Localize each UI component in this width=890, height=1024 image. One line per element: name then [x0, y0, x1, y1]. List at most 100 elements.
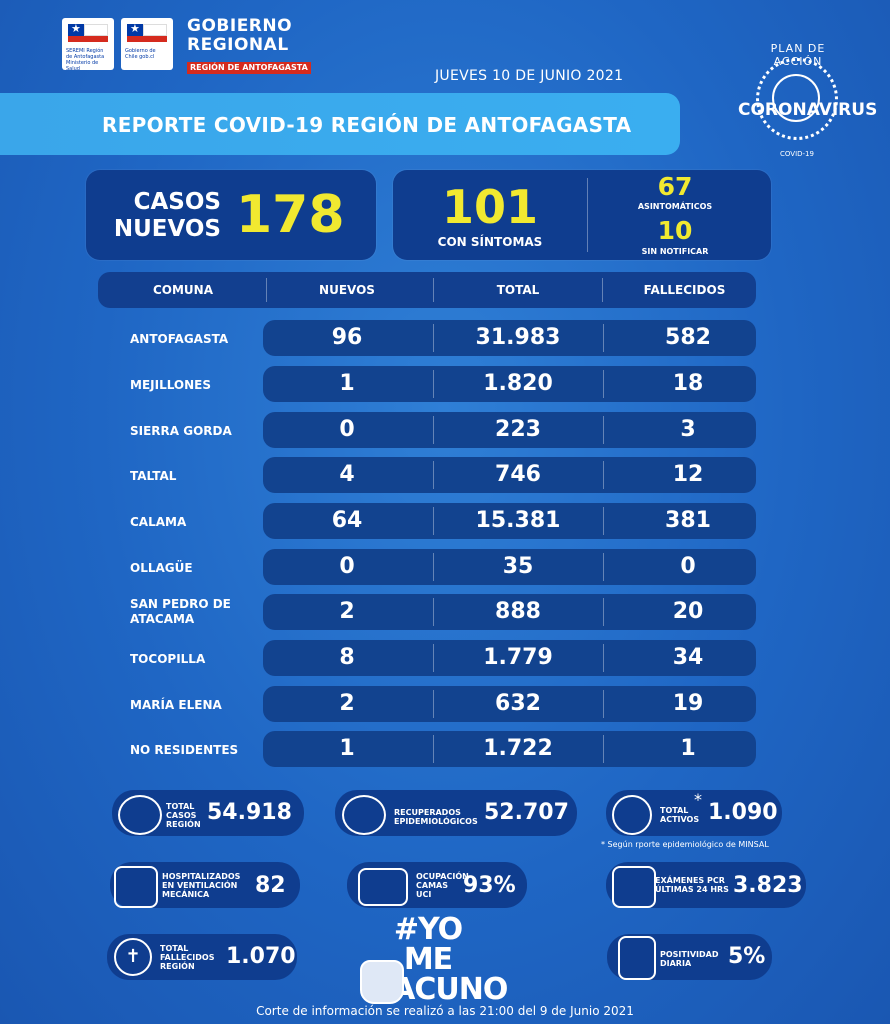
fallecidos-value: 19: [672, 691, 704, 716]
total-value: 746: [495, 462, 541, 487]
seremi-logo: ★ SEREMI Región de Antofagasta Ministeri…: [62, 18, 114, 72]
gobierno-regional-logo: GOBIERNO REGIONAL REGIÓN DE ANTOFAGASTA: [187, 17, 311, 74]
row-background: [263, 503, 756, 539]
test-tubes-icon: [612, 866, 656, 908]
hospitalizados-pill: [110, 862, 300, 908]
fallecidos-value: 20: [672, 599, 704, 624]
gob-line2: REGIONAL: [187, 35, 289, 55]
fallecidos-value: 18: [672, 371, 704, 396]
total-casos-value: 54.918: [207, 800, 292, 825]
icu-monitor-icon: [358, 868, 408, 906]
cross-icon: ✝: [114, 938, 152, 976]
table-row: NO RESIDENTES 1 1.722 1: [98, 731, 756, 767]
gob-line3: REGIÓN DE ANTOFAGASTA: [187, 62, 311, 74]
comuna-name: ANTOFAGASTA: [130, 332, 229, 346]
report-date: JUEVES 10 DE JUNIO 2021: [435, 68, 624, 84]
total-value: 15.381: [475, 508, 561, 533]
total-casos-label: TOTAL CASOS REGIÓN: [166, 802, 201, 829]
recuperados-value: 52.707: [484, 800, 569, 825]
seal-corona-text: CORONAVIRUS: [738, 100, 878, 120]
total-value: 35: [502, 554, 534, 579]
positividad-label: POSITIVIDAD DIARIA: [660, 950, 719, 968]
coronavirus-plan-seal: PLAN DE ACCIÓN CORONAVIRUS COVID-19: [738, 38, 878, 168]
row-background: [263, 640, 756, 676]
sin-notificar-label: SIN NOTIFICAR: [641, 247, 709, 256]
asintomaticos-label: ASINTOMÁTICOS: [637, 202, 713, 211]
fallecidos-value: 0: [680, 554, 696, 579]
row-background: [263, 320, 756, 356]
total-value: 1.722: [483, 736, 553, 761]
sin-notificar-value: 10: [657, 216, 693, 245]
con-sintomas-value: 101: [441, 180, 539, 234]
header-comuna: COMUNA: [152, 283, 214, 297]
comuna-name: TALTAL: [130, 469, 177, 483]
casos-nuevos-label: CASOS NUEVOS: [113, 189, 221, 242]
uci-value: 93%: [463, 873, 516, 898]
casos-nuevos-card: [86, 170, 376, 260]
comuna-name: OLLAGÜE: [130, 561, 193, 575]
row-background: [263, 366, 756, 402]
comuna-name: MEJILLONES: [130, 378, 212, 392]
activos-label: TOTAL ACTIVOS: [660, 806, 700, 824]
gob-line1: GOBIERNO: [187, 16, 293, 36]
pcr-value: 3.823: [733, 873, 803, 898]
recuperados-label: RECUPERADOS EPIDEMIOLÓGICOS: [394, 808, 478, 826]
sick-person-icon: [612, 795, 652, 835]
total-value: 1.820: [483, 371, 553, 396]
virus-icon: [772, 74, 820, 122]
asintomaticos-value: 67: [657, 172, 693, 201]
uci-label: OCUPACIÓN CAMAS UCI: [416, 872, 469, 899]
comuna-name: SIERRA GORDA: [130, 424, 232, 438]
seremi-logo-text: SEREMI Región de Antofagasta Ministerio …: [66, 48, 105, 72]
minsal-note: * Según rporte epidemiológico de MINSAL: [601, 840, 769, 849]
fallecidos-value: 12: [672, 462, 704, 487]
comuna-name: NO RESIDENTES: [130, 743, 239, 757]
nuevos-value: 64: [331, 508, 363, 533]
nuevos-value: 2: [339, 691, 355, 716]
nuevos-value: 0: [339, 554, 355, 579]
hospital-bed-icon: [114, 866, 158, 908]
table-row: SAN PEDRO DE ATACAMA 2 888 20: [98, 594, 756, 630]
table-row: OLLAGÜE 0 35 0: [98, 549, 756, 585]
footer-note: Corte de información se realizó a las 21…: [256, 1004, 634, 1018]
row-background: [263, 457, 756, 493]
positividad-value: 5%: [728, 944, 766, 969]
positividad-pill: [607, 934, 772, 980]
total-value: 31.983: [475, 325, 561, 350]
pcr-pill: [606, 862, 806, 908]
hospitalizados-value: 82: [255, 873, 286, 898]
gobierno-logo-text: Gobierno de Chile gob.cl: [125, 48, 156, 60]
nuevos-value: 4: [339, 462, 355, 487]
table-row: MARÍA ELENA 2 632 19: [98, 686, 756, 722]
page-title: REPORTE COVID-19 REGIÓN DE ANTOFAGASTA: [102, 113, 632, 137]
row-background: [263, 549, 756, 585]
row-background: [263, 686, 756, 722]
total-value: 632: [495, 691, 541, 716]
activos-value: 1.090: [708, 800, 778, 825]
fallecidos-value: 1: [680, 736, 696, 761]
nuevos-value: 1: [339, 371, 355, 396]
gobierno-de-chile-logo: ★ Gobierno de Chile gob.cl: [121, 18, 173, 70]
title-banner: REPORTE COVID-19 REGIÓN DE ANTOFAGASTA: [0, 93, 680, 155]
fallecidos-value: 381: [665, 508, 711, 533]
nuevos-value: 1: [339, 736, 355, 761]
people-group-icon: [118, 795, 162, 835]
header-fallecidos: FALLECIDOS: [643, 283, 726, 297]
total-value: 223: [495, 417, 541, 442]
fallecidos-value: 3: [680, 417, 696, 442]
nuevos-value: 8: [339, 645, 355, 670]
header-total: TOTAL: [496, 283, 540, 297]
hospitalizados-label: HOSPITALIZADOS EN VENTILACIÓN MECÁNICA: [162, 872, 241, 899]
nuevos-value: 96: [331, 325, 363, 350]
nuevos-value: 0: [339, 417, 355, 442]
table-row: MEJILLONES 1 1.820 18: [98, 366, 756, 402]
casos-nuevos-value: 178: [236, 185, 345, 245]
total-value: 1.779: [483, 645, 553, 670]
nuevos-value: 2: [339, 599, 355, 624]
comuna-name: MARÍA ELENA: [130, 698, 222, 712]
total-value: 888: [495, 599, 541, 624]
table-header: COMUNA NUEVOS TOTAL FALLECIDOS: [98, 272, 756, 308]
con-sintomas-label: CON SÍNTOMAS: [437, 235, 543, 249]
seal-covid-text: COVID-19: [780, 150, 814, 158]
row-background: [263, 412, 756, 448]
